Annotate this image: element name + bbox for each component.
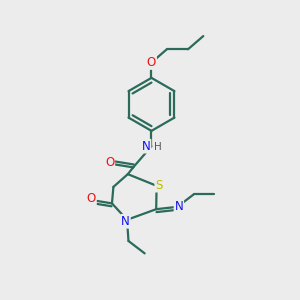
Text: N: N xyxy=(142,140,151,153)
Text: H: H xyxy=(154,142,162,152)
Text: O: O xyxy=(147,56,156,69)
Text: S: S xyxy=(155,179,163,192)
Text: O: O xyxy=(87,192,96,206)
Text: O: O xyxy=(105,156,114,169)
Text: N: N xyxy=(121,215,130,228)
Text: N: N xyxy=(175,200,183,213)
